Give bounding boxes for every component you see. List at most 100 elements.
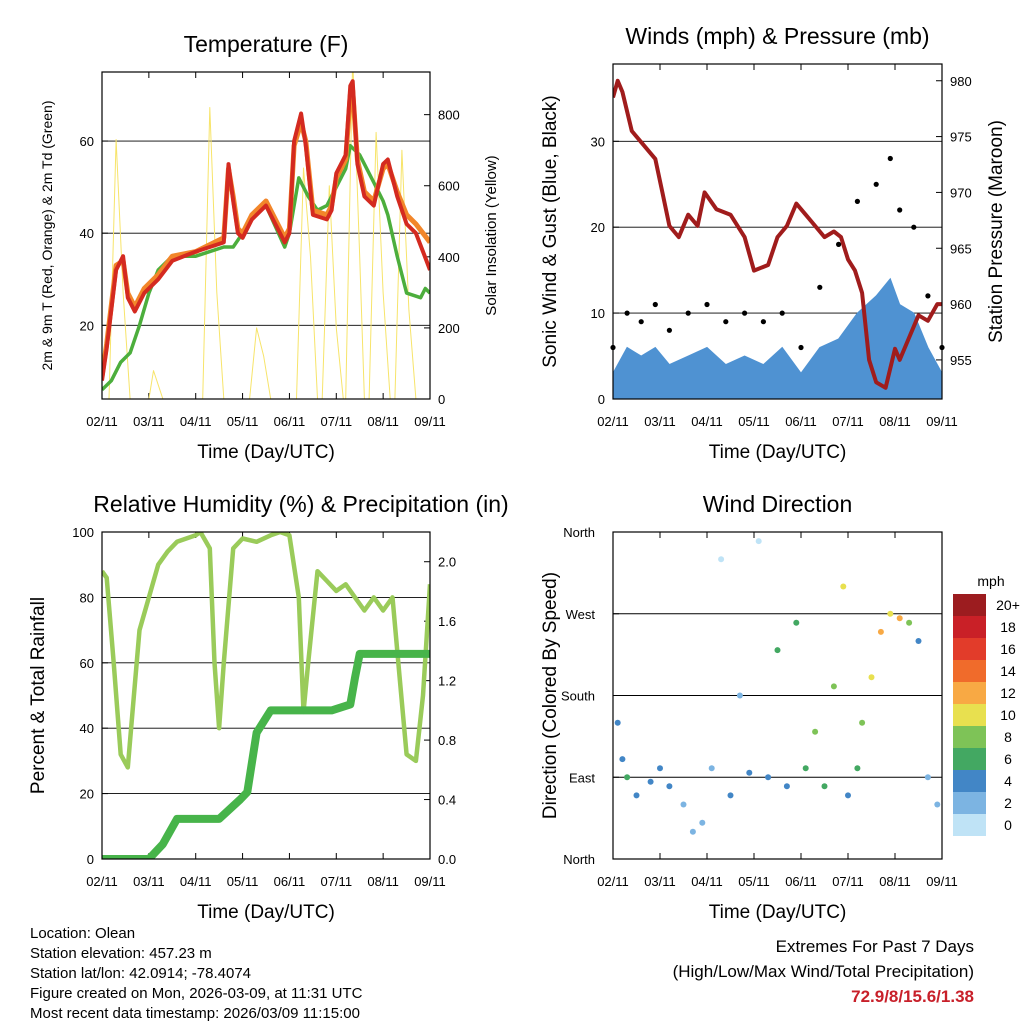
legend-label: 14: [1000, 663, 1016, 679]
extremes-panel: Extremes For Past 7 Days (High/Low/Max W…: [673, 934, 974, 1009]
x-tick-label: 08/11: [367, 414, 399, 429]
legend-label: 16: [1000, 641, 1016, 657]
station-info: Location: Olean Station elevation: 457.2…: [30, 924, 362, 1024]
direction-point: [868, 674, 875, 681]
y2-tick-label: 400: [438, 250, 460, 265]
x-tick-label: 08/11: [879, 874, 911, 889]
y-tick-label: 80: [80, 590, 94, 605]
gust-point: [742, 310, 748, 316]
legend-swatch: [953, 726, 986, 748]
y-tick-label: 20: [80, 787, 94, 802]
y2-tick-label: 0: [438, 392, 445, 407]
gust-point: [873, 181, 879, 187]
created-text: Figure created on Mon, 2026-03-09, at 11…: [30, 985, 363, 1002]
gust-point: [836, 241, 842, 247]
x-tick-label: 09/11: [414, 414, 446, 429]
precip-line: [102, 649, 430, 859]
x-tick-label: 08/11: [879, 414, 911, 429]
x-axis-label: Time (Day/UTC): [709, 442, 847, 463]
legend-swatch: [953, 616, 986, 638]
y-axis-label: Direction (Colored By Speed): [540, 572, 561, 819]
legend-label: 0: [1004, 817, 1012, 833]
y-tick-label: 0: [87, 852, 94, 867]
legend-swatch: [953, 792, 986, 814]
legend-label: 2: [1004, 795, 1012, 811]
legend-label: 4: [1004, 773, 1012, 789]
y2-tick-label: 0.4: [438, 793, 456, 808]
x-axis-label: Time (Day/UTC): [709, 902, 847, 923]
legend-label: 20+: [996, 597, 1020, 613]
legend-swatch: [953, 704, 986, 726]
x-tick-label: 02/11: [86, 414, 118, 429]
gust-point: [779, 310, 785, 316]
y-axis-label: Percent & Total Rainfall: [28, 597, 49, 794]
gust-point: [638, 319, 644, 325]
direction-point: [755, 538, 762, 545]
direction-point: [854, 765, 861, 772]
direction-point: [915, 638, 922, 644]
gust-point: [798, 344, 804, 351]
chart-title: Winds (mph) & Pressure (mb): [625, 23, 929, 49]
y-tick-label: 40: [80, 721, 94, 736]
gust-point: [925, 293, 931, 299]
latlon-text: Station lat/lon: 42.0914; -78.4074: [30, 965, 252, 982]
direction-point: [633, 792, 640, 799]
legend-label: 6: [1004, 751, 1012, 767]
direction-point: [666, 783, 673, 790]
direction-point: [812, 728, 819, 735]
x-tick-label: 05/11: [738, 414, 770, 429]
x-tick-label: 06/11: [785, 874, 817, 889]
direction-point: [765, 774, 772, 781]
direction-point: [647, 778, 654, 785]
gust-point: [911, 224, 917, 230]
y-tick-label: 60: [80, 134, 94, 149]
y-axis-label: 2m & 9m T (Red, Orange) & 2m Td (Green): [39, 101, 55, 371]
y2-axis-label: Solar Insolation (Yellow): [483, 155, 500, 315]
direction-point: [689, 828, 696, 835]
x-axis-label: Time (Day/UTC): [197, 442, 335, 463]
legend-swatch: [953, 638, 986, 660]
gust-point: [817, 284, 823, 290]
legend-label: 12: [1000, 685, 1016, 701]
direction-point: [680, 801, 687, 808]
elevation-text: Station elevation: 457.23 m: [30, 945, 212, 962]
y2-tick-label: 200: [438, 321, 460, 336]
chart-title: Relative Humidity (%) & Precipitation (i…: [93, 491, 508, 517]
legend-label: 8: [1004, 729, 1012, 745]
y2-tick-label: 800: [438, 108, 460, 123]
x-tick-label: 05/11: [738, 874, 770, 889]
gust-point: [624, 310, 630, 316]
y2-tick-label: 970: [950, 185, 972, 200]
y-tick-label: 60: [80, 656, 94, 671]
x-tick-label: 02/11: [86, 874, 118, 889]
x-axis-label: Time (Day/UTC): [197, 902, 335, 923]
x-tick-label: 05/11: [227, 414, 259, 429]
x-tick-label: 03/11: [133, 874, 165, 889]
x-tick-label: 07/11: [320, 874, 352, 889]
x-tick-label: 04/11: [180, 874, 212, 889]
direction-point: [727, 792, 734, 799]
latest-timestamp-text: Most recent data timestamp: 2026/03/09 1…: [30, 1005, 360, 1022]
direction-point: [619, 756, 626, 763]
y2-tick-label: 1.6: [438, 614, 456, 629]
x-tick-label: 06/11: [785, 414, 817, 429]
y-tick-label: East: [569, 770, 595, 785]
direction-point: [802, 765, 809, 772]
direction-point: [746, 769, 753, 776]
x-tick-label: 06/11: [274, 414, 306, 429]
x-tick-label: 07/11: [320, 414, 352, 429]
direction-point: [783, 783, 790, 790]
chart-title: Temperature (F): [184, 31, 349, 57]
x-tick-label: 04/11: [691, 414, 723, 429]
x-tick-label: 09/11: [926, 414, 958, 429]
y-tick-label: North: [563, 852, 595, 867]
gust-point: [666, 327, 673, 333]
y2-tick-label: 1.2: [438, 674, 456, 689]
direction-point: [718, 556, 725, 563]
pressure-line: [613, 78, 942, 390]
y-tick-label: 100: [72, 525, 94, 540]
wind-area: [613, 277, 942, 399]
x-tick-label: 03/11: [133, 414, 165, 429]
direction-point: [699, 819, 706, 826]
